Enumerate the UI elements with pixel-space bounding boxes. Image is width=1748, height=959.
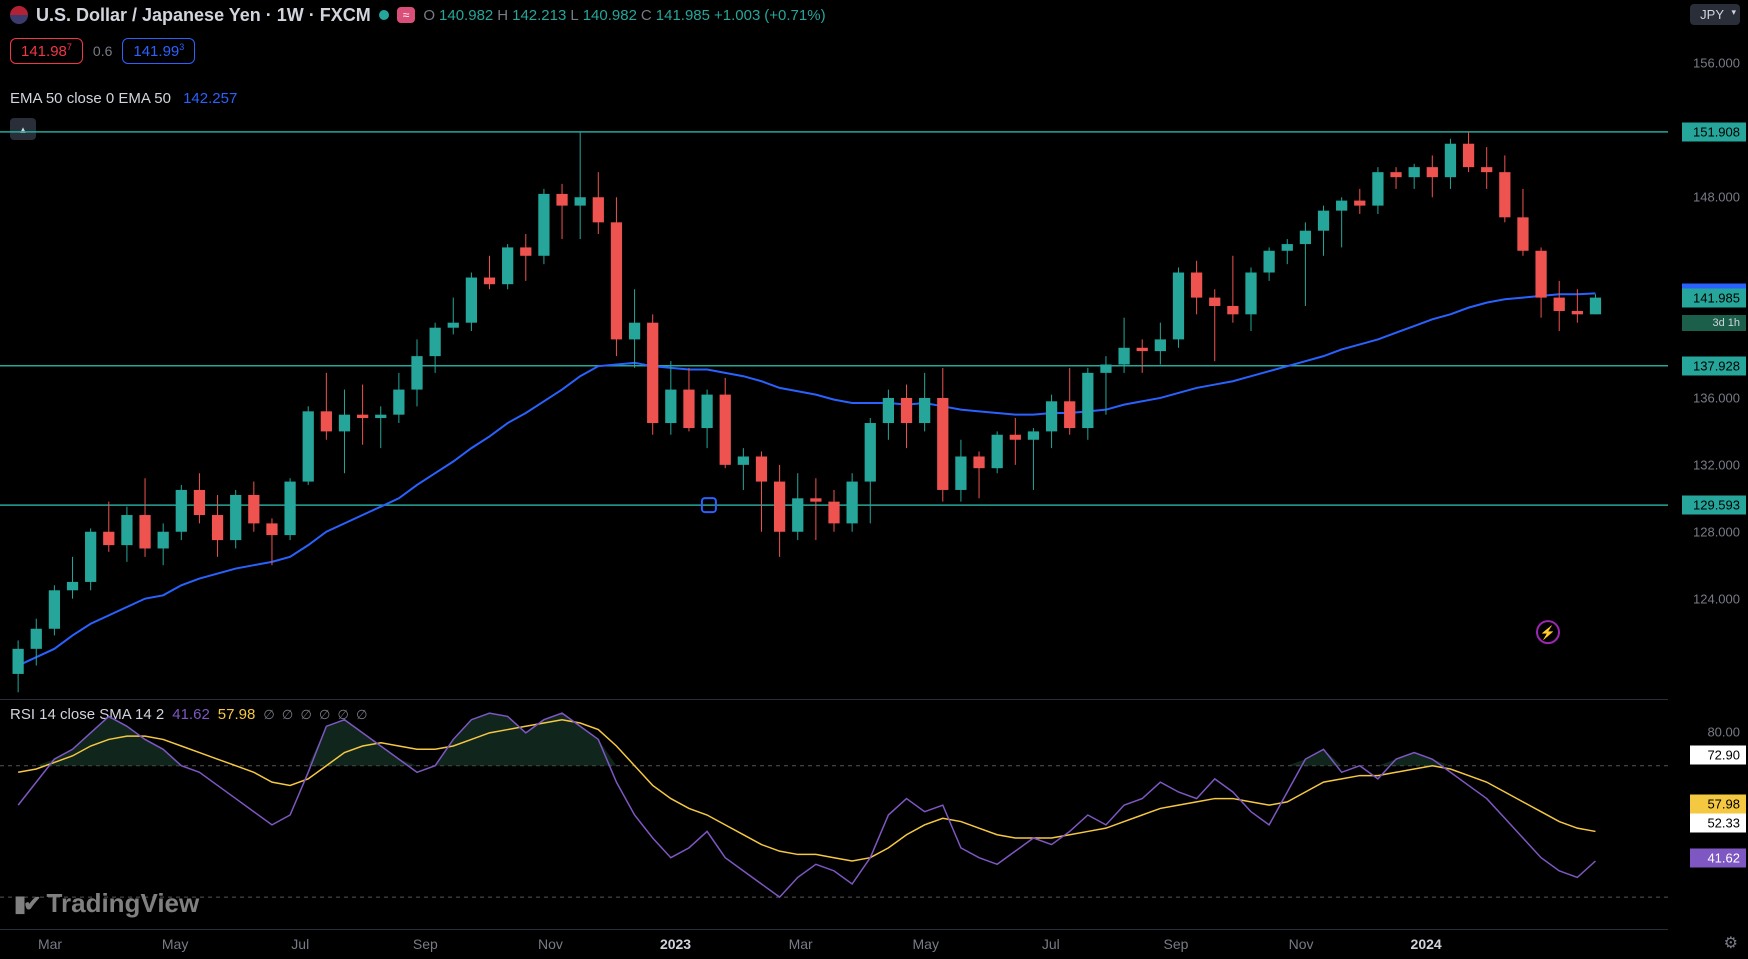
- time-tick: Mar: [38, 936, 62, 952]
- market-status-icon: [379, 10, 389, 20]
- time-tick: 2024: [1411, 936, 1442, 952]
- rsi-tick: 80.00: [1707, 724, 1740, 739]
- time-tick: Jul: [291, 936, 309, 952]
- time-tick: Jul: [1042, 936, 1060, 952]
- time-tick: 2023: [660, 936, 691, 952]
- price-tick: 148.000: [1693, 190, 1740, 205]
- currency-selector[interactable]: JPY: [1690, 4, 1740, 25]
- rsi-label: 57.98: [1690, 795, 1746, 814]
- time-tick: May: [162, 936, 188, 952]
- symbol-title[interactable]: U.S. Dollar / Japanese Yen · 1W · FXCM: [36, 5, 371, 26]
- price-tick: 128.000: [1693, 524, 1740, 539]
- price-tick: 156.000: [1693, 56, 1740, 71]
- rsi-pane[interactable]: RSI 14 close SMA 14 2 41.62 57.98 ∅ ∅ ∅ …: [0, 699, 1668, 929]
- price-tick: 132.000: [1693, 457, 1740, 472]
- time-tick: Sep: [1163, 936, 1188, 952]
- price-label: 137.928: [1682, 356, 1746, 375]
- price-label: 141.985: [1682, 288, 1746, 307]
- price-axis[interactable]: 156.000 148.000 136.000 132.000 128.000 124.0…: [1668, 30, 1748, 699]
- candlestick-svg: ⚡: [0, 30, 1668, 699]
- rsi-label: 72.90: [1690, 746, 1746, 765]
- ohlc-readout: O140.982 H142.213 L140.982 C141.985 +1.0…: [423, 7, 825, 24]
- time-tick: May: [913, 936, 939, 952]
- rsi-axis[interactable]: 80.00 72.90 57.9852.33 41.62: [1668, 699, 1748, 929]
- delay-badge: ≈: [397, 7, 416, 23]
- price-label: 151.908: [1682, 122, 1746, 141]
- price-label: 129.593: [1682, 496, 1746, 515]
- symbol-flag-icon: [10, 6, 28, 24]
- price-chart[interactable]: ⚡: [0, 30, 1668, 699]
- tradingview-logo: ▮✔ TradingView: [14, 888, 199, 919]
- rsi-label: 52.33: [1690, 813, 1746, 832]
- time-tick: Mar: [789, 936, 813, 952]
- countdown-label: 3d 1h: [1682, 315, 1746, 331]
- tradingview-logo-icon: ▮✔: [14, 891, 39, 917]
- rsi-svg: [0, 700, 1668, 929]
- settings-gear-icon[interactable]: ⚙: [1724, 933, 1738, 953]
- time-tick: Nov: [538, 936, 563, 952]
- chart-header: U.S. Dollar / Japanese Yen · 1W · FXCM ≈…: [0, 0, 1748, 30]
- price-tick: 124.000: [1693, 591, 1740, 606]
- time-tick: Sep: [413, 936, 438, 952]
- time-axis[interactable]: Mar May Jul Sep Nov 2023 Mar May Jul Sep Nov 2024: [0, 929, 1668, 959]
- time-tick: Nov: [1289, 936, 1314, 952]
- tradingview-logo-text: TradingView: [47, 888, 200, 919]
- svg-text:⚡: ⚡: [1540, 625, 1556, 641]
- rsi-label: 41.62: [1690, 848, 1746, 867]
- price-tick: 136.000: [1693, 390, 1740, 405]
